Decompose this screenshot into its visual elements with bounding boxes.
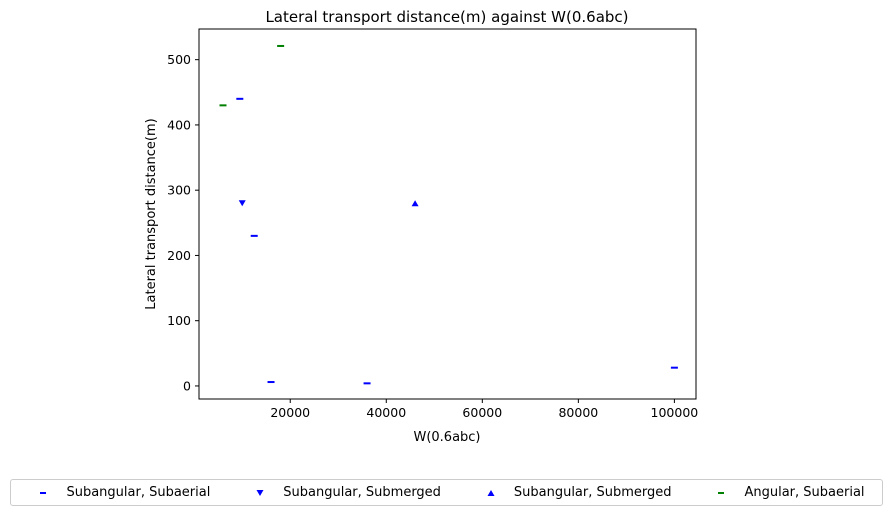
triangle-up-marker-icon: [487, 489, 495, 496]
legend-label: Subangular, Subaerial: [66, 485, 211, 500]
y-tick-label: 300: [167, 183, 191, 198]
x-axis-label: W(0.6abc): [413, 430, 480, 445]
hline-marker-icon: [40, 491, 47, 494]
legend-item: Angular, Subaerial: [706, 485, 865, 500]
chart-title: Lateral transport distance(m) against W(…: [265, 8, 628, 26]
legend-label: Subangular, Submerged: [283, 485, 441, 500]
hline-marker-icon: [718, 491, 725, 494]
x-tick-label: 60000: [462, 405, 502, 420]
scatter-chart: Lateral transport distance(m) against W(…: [144, 8, 699, 445]
x-tick-label: 40000: [366, 405, 406, 420]
legend-item: Subangular, Submerged: [245, 485, 441, 500]
legend: Subangular, Subaerial Subangular, Submer…: [10, 479, 883, 506]
y-tick-label: 400: [167, 117, 191, 132]
y-tick-label: 100: [167, 313, 191, 328]
x-tick-label: 100000: [651, 405, 699, 420]
y-axis-label: Lateral transport distance(m): [144, 118, 159, 309]
triangle-down-marker-icon: [256, 489, 264, 496]
legend-item: Subangular, Submerged: [476, 485, 672, 500]
x-tick-label: 20000: [270, 405, 310, 420]
y-tick-label: 0: [183, 378, 191, 393]
y-tick-label: 500: [167, 52, 191, 67]
legend-label: Angular, Subaerial: [744, 485, 865, 500]
legend-item: Subangular, Subaerial: [28, 485, 210, 500]
legend-label: Subangular, Submerged: [513, 485, 672, 500]
data-point: [238, 200, 246, 207]
y-tick-label: 200: [167, 248, 191, 263]
x-tick-label: 80000: [558, 405, 598, 420]
plot-area: [198, 28, 697, 400]
data-point: [411, 200, 419, 207]
